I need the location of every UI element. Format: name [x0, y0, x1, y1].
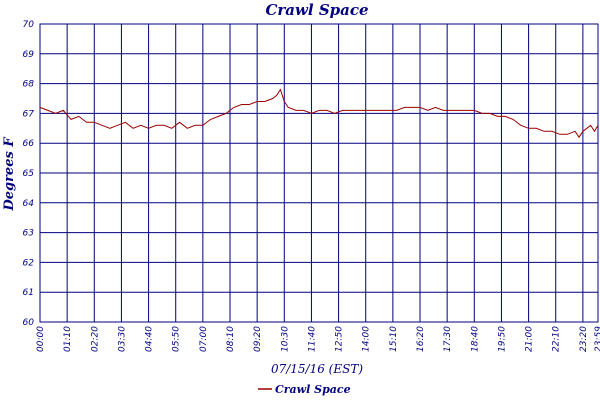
x-tick-label: 00:00	[36, 326, 46, 352]
legend-label: Crawl Space	[275, 383, 351, 396]
series-line-crawl-space	[39, 88, 599, 139]
x-tick-label: 15:10	[389, 326, 399, 352]
y-tick-label: 65	[23, 169, 35, 179]
series-layer	[39, 88, 599, 139]
y-tick-label: 62	[23, 258, 35, 268]
x-tick-label: 03:30	[117, 326, 127, 352]
x-tick-label: 08:10	[226, 326, 236, 352]
x-tick-label: 07:00	[199, 326, 209, 352]
x-tick-label: 11:40	[307, 326, 317, 352]
x-tick-label: 10:30	[280, 326, 290, 352]
x-axis-label: 07/15/16 (EST)	[271, 362, 363, 376]
x-tick-label: 23:59	[594, 326, 600, 352]
x-tick-label: 09:20	[253, 326, 263, 352]
chart-title: Crawl Space	[265, 1, 368, 19]
x-tick-label: 05:50	[172, 326, 182, 352]
plot-border	[39, 23, 599, 323]
y-tick-label: 60	[23, 318, 35, 328]
x-tick-label: 12:50	[335, 326, 345, 352]
y-tick-label: 66	[23, 139, 35, 149]
x-tick-label: 01:10	[63, 326, 73, 352]
x-ticks: 00:00 01:10 02:20 03:30 04:40 05:50 07:00 08:10…	[36, 326, 600, 352]
y-ticks: 60 61 62 63 64 65 66 67 68 69 70	[23, 20, 35, 328]
x-tick-label: 16:20	[416, 326, 426, 352]
x-tick-label: 14:00	[362, 326, 372, 352]
x-tick-label: 18:40	[470, 326, 480, 352]
y-tick-label: 70	[23, 20, 35, 30]
x-tick-label: 04:40	[145, 326, 155, 352]
x-tick-label: 19:50	[497, 326, 507, 352]
x-tick-label: 17:30	[443, 326, 453, 352]
grid	[39, 23, 599, 323]
legend: Crawl Space	[258, 383, 351, 396]
y-tick-label: 63	[23, 229, 35, 239]
y-tick-label: 64	[23, 199, 35, 209]
x-tick-label: 23:20	[579, 326, 589, 352]
x-tick-label: 22:10	[552, 326, 562, 352]
y-tick-label: 61	[23, 288, 34, 298]
y-axis-label: Degrees F	[2, 137, 17, 212]
y-tick-label: 69	[23, 50, 35, 60]
y-tick-label: 68	[23, 80, 35, 90]
x-tick-label: 02:20	[90, 326, 100, 352]
y-tick-label: 67	[23, 109, 35, 119]
x-tick-label: 21:00	[525, 326, 535, 352]
